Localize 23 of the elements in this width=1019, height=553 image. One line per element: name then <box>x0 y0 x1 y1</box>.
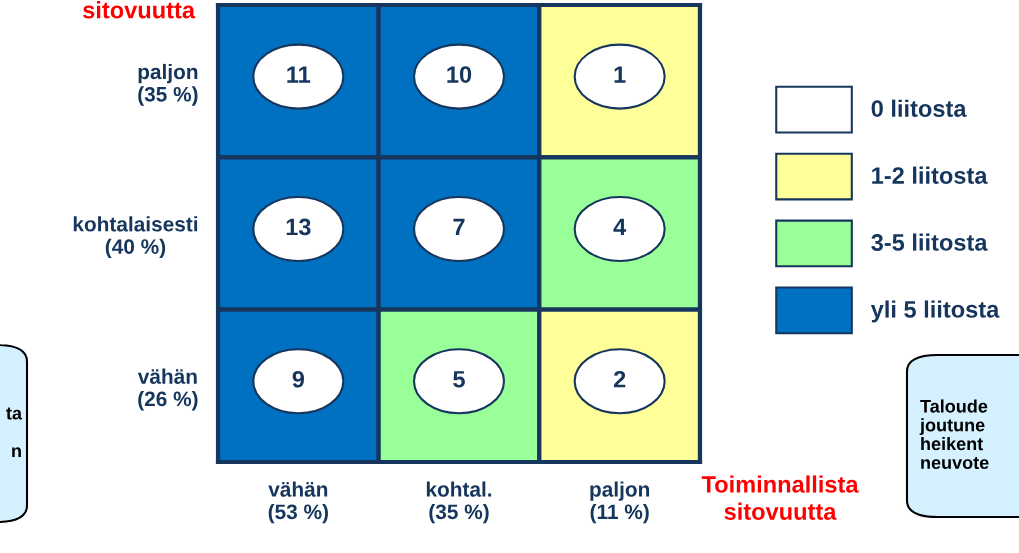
data-label: 2 <box>613 370 626 388</box>
data-label: 7 <box>453 218 465 236</box>
data-label: 10 <box>447 66 472 83</box>
data-label: 4 <box>613 218 627 236</box>
data-label: 5 <box>453 371 465 388</box>
legend-label: 1-2 liitosta <box>872 166 988 184</box>
text: Taloude joutune heikent neuvote <box>919 399 989 470</box>
data-label: 11 <box>287 66 311 83</box>
x-tick-label: vähän (53 %) <box>268 481 328 524</box>
data-label: 1 <box>614 66 626 83</box>
x-tick-label: kohtal. (35 %) <box>426 481 492 524</box>
y-tick-label: kohtalaisesti (40 %) <box>73 216 198 259</box>
data-label: 9 <box>292 370 305 388</box>
y-axis-title: sitovuutta <box>83 1 196 19</box>
x-axis-title: Toiminnallista sitovuutta <box>701 475 859 520</box>
legend-label: 3-5 liitosta <box>871 233 988 251</box>
legend-label: yli 5 liitosta <box>870 300 1000 323</box>
legend-label: 0 liitosta <box>871 99 967 117</box>
data-label: 13 <box>286 218 311 236</box>
text: ta n <box>6 407 23 457</box>
x-tick-label: paljon (11 %) <box>590 481 650 524</box>
y-tick-label: vähän (26 %) <box>137 368 198 411</box>
y-tick-label: paljon (35 %) <box>138 63 198 106</box>
